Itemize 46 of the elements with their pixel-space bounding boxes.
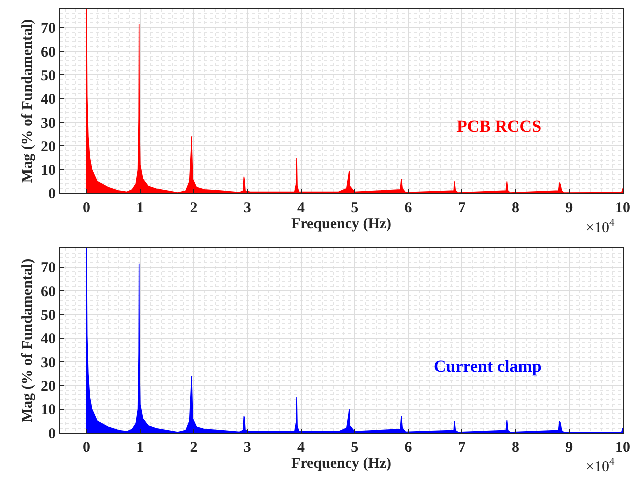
x-tick-label: 0: [83, 440, 91, 456]
y-tick-label: 40: [41, 92, 56, 108]
y-tick-label: 0: [48, 186, 56, 203]
x-tick-label: 5: [351, 200, 359, 216]
y-tick-label: 50: [41, 68, 56, 84]
y-tick-label: 10: [41, 402, 56, 419]
x-tick-label: 3: [244, 440, 252, 456]
y-tick-label: 60: [41, 284, 56, 300]
y-tick-label: 30: [41, 355, 56, 372]
x-tick-label: 9: [566, 200, 574, 216]
y-tick-label: 60: [41, 44, 56, 61]
x-tick-label: 1: [136, 440, 144, 456]
x-tick-label: 8: [512, 200, 520, 216]
y-axis-title: Mag (% of Fundamental): [20, 258, 36, 423]
x-tick-label: 2: [190, 200, 198, 216]
y-tick-label: 40: [41, 332, 56, 348]
x-tick-label: 10: [616, 200, 630, 216]
x-tick-label: 4: [298, 200, 306, 216]
y-axis-title: Mag (% of Fundamental): [20, 19, 36, 184]
text: ×10$^{4}$: [586, 457, 616, 476]
x-tick-label: 3: [244, 200, 252, 216]
x-tick-label: 2: [190, 440, 198, 456]
x-tick-label: 6: [404, 440, 413, 456]
text: ×10$^{4}$: [586, 218, 616, 236]
y-tick-label: 50: [41, 308, 56, 324]
x-tick-label: 7: [458, 440, 466, 456]
y-tick-label: 70: [41, 260, 56, 277]
y-tick-label: 20: [41, 378, 56, 395]
y-tick-label: 30: [41, 116, 56, 132]
x-tick-label: 1: [136, 200, 144, 216]
x-tick-label: 8: [512, 440, 520, 456]
y-tick-label: 20: [41, 139, 56, 156]
x-tick-label: 9: [566, 440, 574, 456]
x-axis-title: Frequency (Hz): [291, 216, 392, 232]
y-tick-label: 70: [41, 21, 56, 38]
x-axis-title: Frequency (Hz): [291, 456, 392, 472]
x-tick-label: 0: [83, 200, 91, 216]
annotation: PCB RCCS: [457, 117, 542, 136]
x-tick-label: 4: [298, 440, 306, 456]
x-tick-label: 10: [616, 440, 630, 456]
annotation: Current clamp: [434, 357, 542, 376]
x-tick-label: 6: [404, 200, 413, 216]
y-tick-label: 0: [48, 426, 56, 442]
x-tick-label: 5: [351, 440, 359, 456]
y-tick-label: 10: [41, 163, 56, 180]
x-tick-label: 7: [458, 200, 466, 216]
